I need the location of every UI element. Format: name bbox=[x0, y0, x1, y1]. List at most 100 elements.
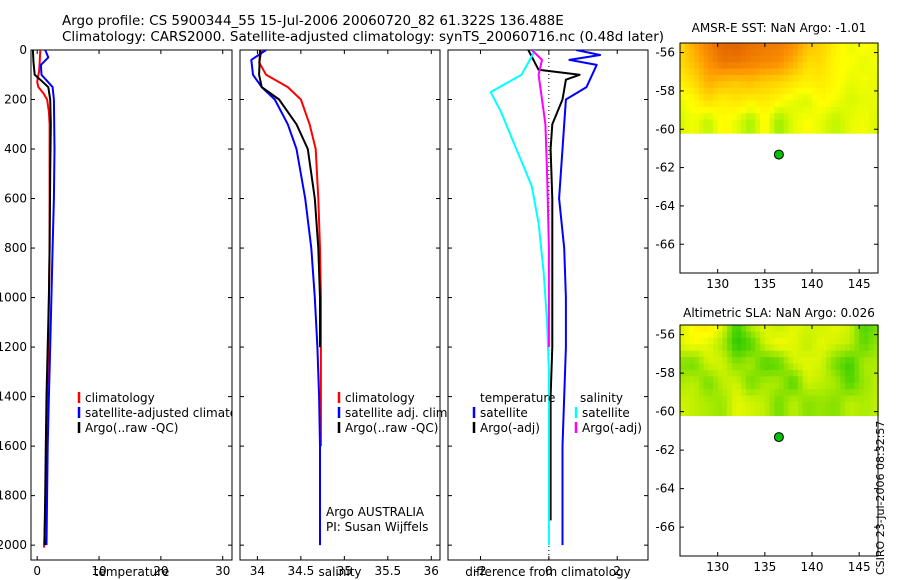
sst-map-cell bbox=[821, 113, 827, 121]
sst-map-cell bbox=[774, 68, 780, 76]
sst-map-cell bbox=[859, 43, 865, 50]
sst-map-ytick-label: -66 bbox=[655, 237, 675, 251]
sla-map-cell bbox=[769, 389, 775, 397]
sla-map-cell bbox=[703, 337, 709, 345]
sla-map-cell bbox=[816, 357, 823, 365]
sst-map-cell bbox=[783, 43, 790, 50]
sla-map-cell bbox=[717, 337, 724, 345]
sst-map-cell bbox=[689, 74, 695, 82]
sla-map-cell bbox=[774, 337, 780, 345]
sst-map-cell bbox=[703, 113, 709, 121]
sla-map-cell bbox=[793, 389, 799, 397]
sst-map-cell bbox=[821, 100, 827, 108]
sla-map-cell bbox=[793, 331, 799, 339]
sla-map-cell bbox=[769, 382, 775, 390]
sst-map-cell bbox=[845, 106, 851, 114]
sla-map-cell bbox=[802, 337, 808, 345]
sla-map-cell bbox=[779, 363, 785, 371]
sla-map-cell bbox=[826, 406, 832, 412]
sla-map-cell bbox=[821, 395, 827, 403]
sla-map-cell bbox=[821, 363, 827, 371]
sla-map-cell bbox=[816, 337, 823, 345]
sst-map-cell bbox=[717, 74, 724, 82]
sst-map-cell bbox=[830, 68, 837, 76]
sst-map-cell bbox=[750, 106, 757, 114]
sst-map-cell bbox=[830, 128, 837, 134]
sst-map-cell bbox=[722, 81, 728, 89]
sst-map-cell bbox=[868, 124, 874, 130]
sst-map-cell bbox=[703, 87, 709, 95]
sst-map-cell bbox=[788, 113, 794, 121]
sst-map-cell bbox=[783, 49, 790, 57]
sst-map-cell bbox=[783, 106, 790, 114]
sst-map-cell bbox=[680, 43, 686, 50]
sla-map-cell bbox=[793, 376, 799, 384]
sst-map-cell bbox=[698, 106, 705, 114]
sst-map-cell bbox=[717, 68, 724, 76]
sst-map-cell bbox=[779, 128, 785, 134]
sst-map-cell bbox=[863, 128, 870, 134]
sst-map-cell bbox=[774, 49, 780, 57]
sla-map-cell bbox=[783, 325, 790, 333]
sst-map-cell bbox=[821, 81, 827, 89]
sla-map-cell bbox=[840, 389, 846, 397]
sla-map-cell bbox=[863, 357, 870, 365]
sla-map-cell bbox=[746, 325, 752, 333]
sst-map-cell bbox=[826, 43, 832, 50]
sst-map-cell bbox=[807, 55, 813, 63]
sla-map-cell bbox=[779, 331, 785, 339]
sla-map-cell bbox=[816, 325, 823, 333]
sst-map-cell bbox=[722, 94, 728, 102]
sst-map-cell bbox=[760, 62, 766, 70]
sst-map-cell bbox=[680, 68, 686, 76]
sla-map-cell bbox=[863, 344, 870, 352]
sla-map-cell bbox=[694, 410, 700, 417]
sst-map-cell bbox=[698, 124, 705, 130]
sst-map-argo-location-marker bbox=[773, 149, 784, 160]
sst-map-cell bbox=[774, 62, 780, 70]
sst-map-cell bbox=[873, 113, 879, 121]
sla-map-cell bbox=[717, 389, 724, 397]
sla-map-cell bbox=[689, 350, 695, 358]
sst-map-cell bbox=[854, 113, 860, 121]
sla-map-cell bbox=[731, 331, 738, 339]
sst-map-cell bbox=[736, 113, 742, 121]
sla-map-cell bbox=[849, 382, 856, 390]
sst-map-cell bbox=[731, 55, 738, 63]
sst-map-cell bbox=[779, 113, 785, 121]
sst-map-cell bbox=[698, 94, 705, 102]
sla-map-cell bbox=[830, 389, 837, 397]
sla-map-cell bbox=[689, 376, 695, 384]
sla-map-cell bbox=[835, 369, 841, 377]
sla-map-cell bbox=[774, 376, 780, 384]
difference-series-temperature-satellite bbox=[558, 50, 602, 546]
sst-map-title: AMSR-E SST: NaN Argo: -1.01 bbox=[692, 21, 867, 35]
sla-map-cell bbox=[788, 395, 794, 403]
sst-map-cell bbox=[802, 74, 808, 82]
sla-map-cell bbox=[830, 369, 837, 377]
sla-map-cell bbox=[736, 410, 742, 417]
sla-map-cell bbox=[873, 410, 879, 417]
sla-map-cell bbox=[694, 406, 700, 412]
sla-map-cell bbox=[769, 337, 775, 345]
sla-map-cell bbox=[713, 369, 719, 377]
sla-map-cell bbox=[746, 376, 752, 384]
sla-map-cell bbox=[859, 369, 865, 377]
sla-map-cell bbox=[826, 402, 832, 408]
sla-map-cell bbox=[868, 350, 874, 358]
sla-map-cell bbox=[797, 389, 804, 397]
sla-map-cell bbox=[689, 369, 695, 377]
sla-map-cell bbox=[845, 357, 851, 365]
sla-map-cell bbox=[703, 369, 709, 377]
sst-map-cell bbox=[868, 68, 874, 76]
sla-map-cell bbox=[694, 325, 700, 333]
sst-map-cell bbox=[713, 55, 719, 63]
sla-map-cell bbox=[731, 350, 738, 358]
sla-map-cell bbox=[868, 402, 874, 408]
sst-map-cell bbox=[835, 128, 841, 134]
sst-map-cell bbox=[736, 100, 742, 108]
sst-map-cell bbox=[684, 43, 691, 50]
sst-map-cell bbox=[835, 113, 841, 121]
sla-map-cell bbox=[774, 382, 780, 390]
